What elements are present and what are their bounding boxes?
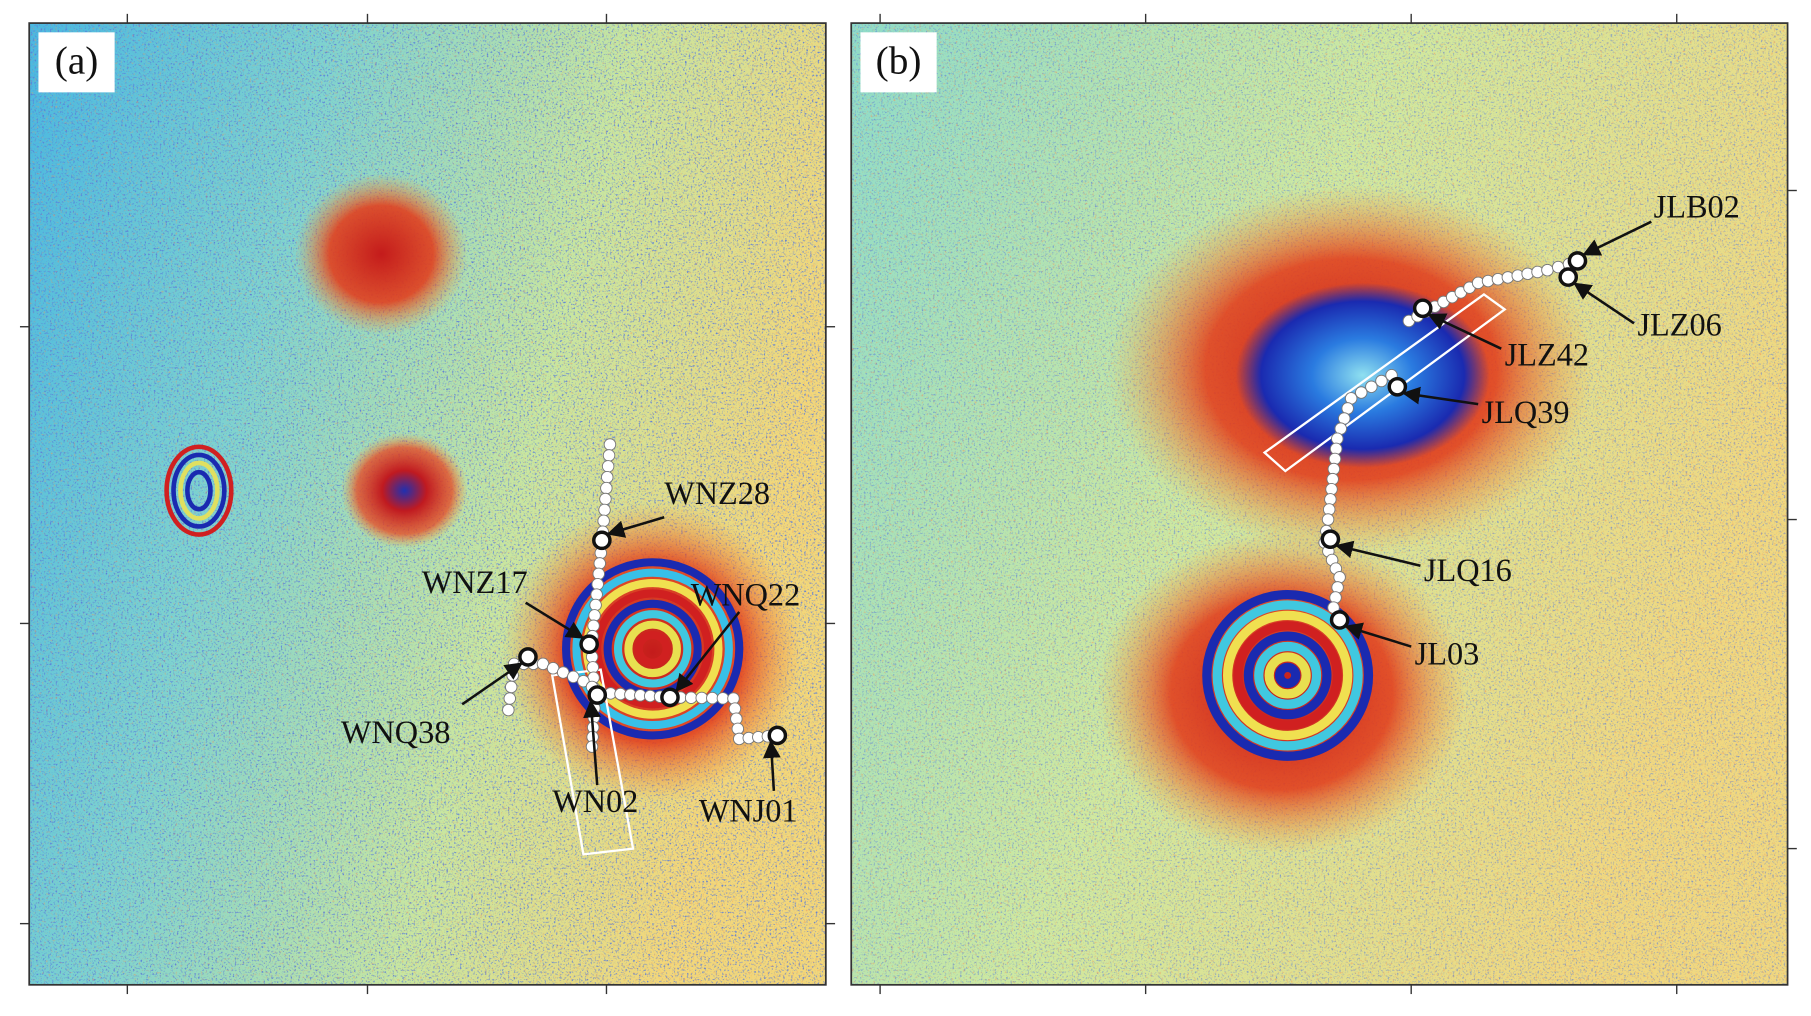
station-marker xyxy=(1320,529,1341,549)
survey-point xyxy=(592,567,605,581)
survey-point xyxy=(587,619,600,632)
station-arrow xyxy=(1402,386,1479,406)
station-arrow xyxy=(461,662,523,706)
survey-point xyxy=(503,692,517,705)
survey-point xyxy=(502,703,515,717)
panel-label: (a) xyxy=(55,40,99,83)
station-marker xyxy=(1412,298,1433,319)
station-label: JLZ06 xyxy=(1637,306,1721,342)
survey-point xyxy=(601,470,614,484)
station-label: JLQ39 xyxy=(1482,394,1570,430)
station-arrow xyxy=(1335,540,1421,567)
survey-point xyxy=(600,481,613,495)
survey-point xyxy=(591,577,604,591)
station-arrow xyxy=(1344,622,1412,648)
survey-point xyxy=(1355,386,1368,399)
station-marker xyxy=(660,687,680,708)
survey-point xyxy=(695,691,708,705)
station-marker xyxy=(1329,610,1350,630)
survey-point xyxy=(504,680,518,694)
station-arrow xyxy=(583,699,601,786)
station-marker xyxy=(1387,376,1408,397)
survey-point xyxy=(684,691,698,704)
survey-point xyxy=(1541,263,1554,277)
panel-label-box xyxy=(860,32,937,93)
station-label: JLZ42 xyxy=(1505,336,1589,372)
survey-point xyxy=(590,588,603,601)
survey-point xyxy=(593,557,607,570)
station-label: WNQ38 xyxy=(341,714,450,750)
station-marker xyxy=(767,725,788,746)
survey-point xyxy=(597,514,610,528)
station-label: WNJ01 xyxy=(699,792,798,828)
survey-point xyxy=(598,503,611,517)
survey-point xyxy=(1329,591,1342,604)
station-arrow xyxy=(1582,220,1652,256)
survey-point xyxy=(1365,380,1378,394)
panel-label: (b) xyxy=(876,40,922,83)
station-marker xyxy=(1567,251,1588,271)
station-marker xyxy=(587,685,608,705)
survey-point xyxy=(585,740,599,753)
survey-point xyxy=(1321,513,1335,526)
ticks xyxy=(19,13,1797,995)
panel-a-frame xyxy=(28,22,827,986)
station-arrow xyxy=(524,601,585,639)
survey-point xyxy=(589,598,602,612)
station-marker xyxy=(579,634,599,655)
survey-point xyxy=(716,692,730,705)
station-marker xyxy=(592,530,612,551)
station-label: WNZ17 xyxy=(422,564,528,600)
station-label: WNZ28 xyxy=(664,475,770,511)
survey-point xyxy=(588,609,601,622)
survey-point xyxy=(706,691,719,705)
station-label: JLB02 xyxy=(1654,189,1740,225)
station-arrow xyxy=(675,611,741,693)
panel-b-image xyxy=(851,23,1788,985)
station-arrow xyxy=(1427,313,1502,350)
survey-point xyxy=(601,460,615,473)
station-marker xyxy=(1558,267,1579,287)
survey-point xyxy=(1375,374,1388,388)
station-arrow xyxy=(1573,282,1635,325)
survey-point xyxy=(1333,571,1346,584)
survey-point xyxy=(586,661,600,674)
survey-point xyxy=(603,438,617,451)
survey-point xyxy=(1331,581,1344,594)
station-label: JLQ16 xyxy=(1424,552,1512,588)
survey-point xyxy=(599,492,612,506)
survey-point xyxy=(577,674,590,688)
station-label: WNQ22 xyxy=(691,576,800,612)
station-arrow xyxy=(606,516,665,538)
panel-b-frame xyxy=(850,22,1789,986)
panel-a-image xyxy=(29,23,826,985)
survey-points xyxy=(502,257,1576,753)
station-marker xyxy=(518,647,538,667)
survey-point xyxy=(602,449,616,462)
station-label: WN02 xyxy=(552,783,638,819)
station-arrow xyxy=(762,740,781,791)
panel-label-box xyxy=(38,32,115,93)
station-label: JL03 xyxy=(1415,635,1480,671)
